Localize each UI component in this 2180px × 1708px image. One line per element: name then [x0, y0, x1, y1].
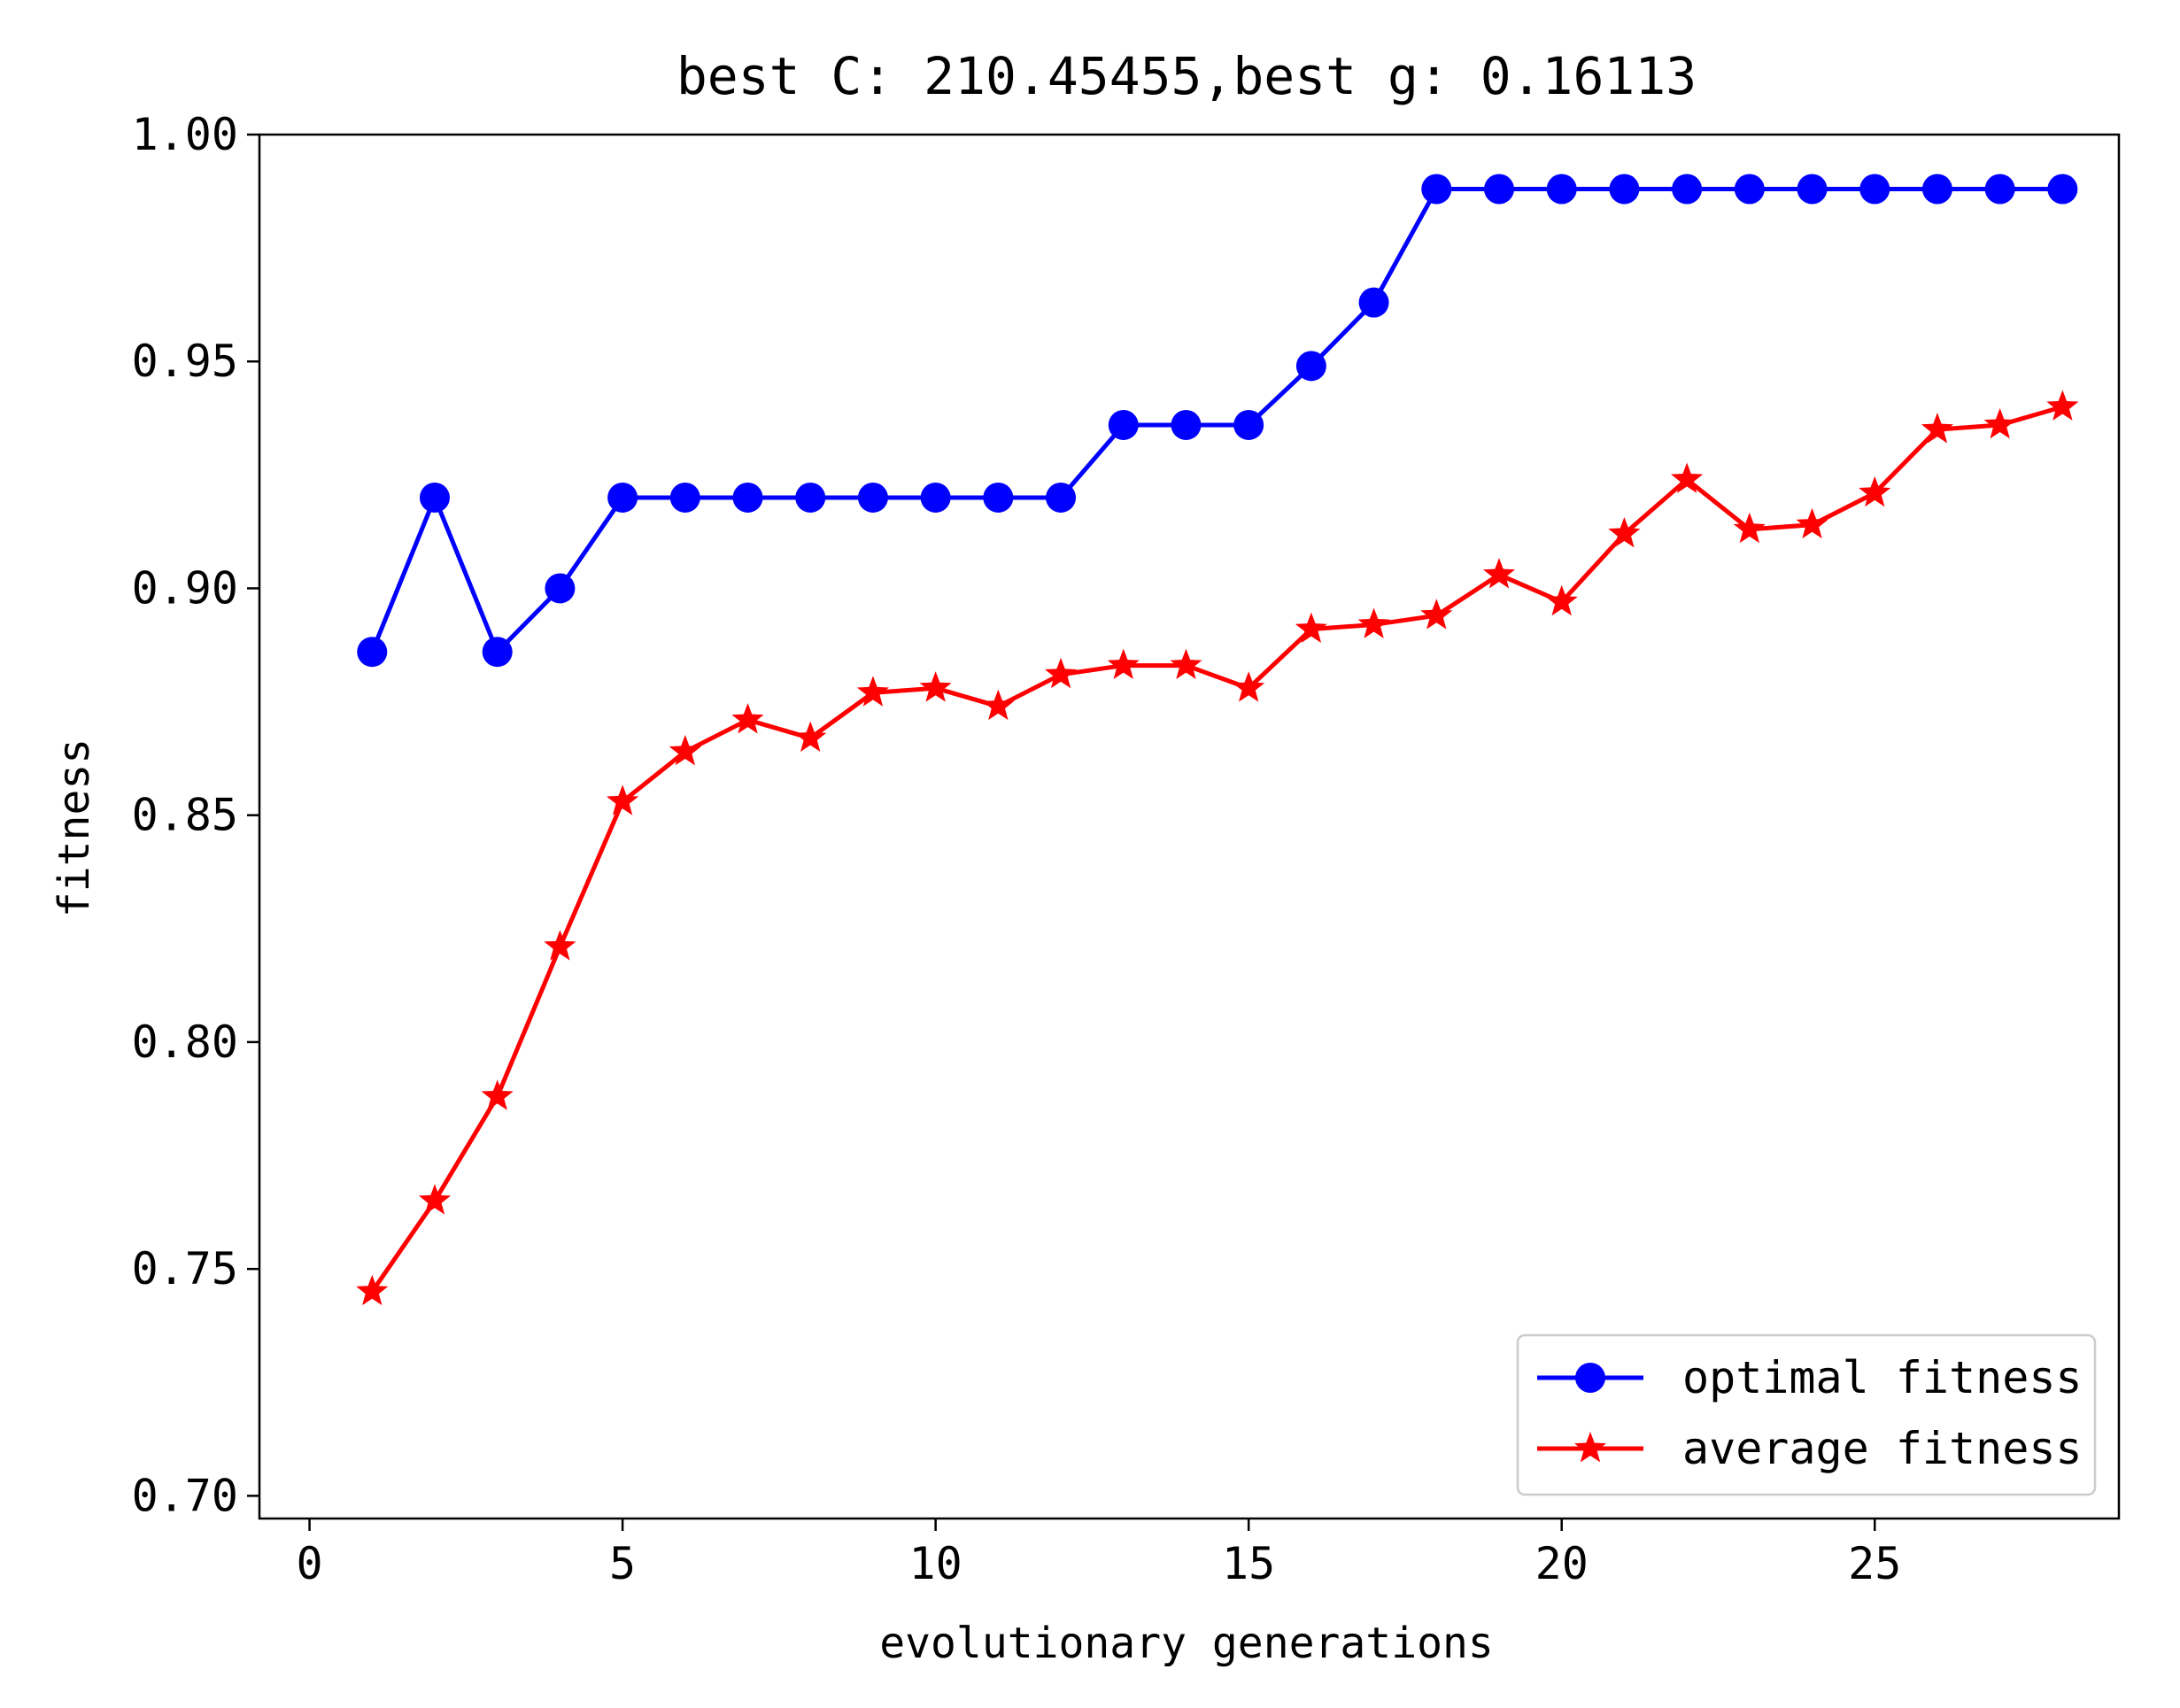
data-point [1484, 174, 1514, 205]
star-icon [1573, 1432, 1607, 1463]
data-point [1797, 174, 1828, 205]
data-point [545, 573, 576, 604]
series-line [369, 187, 2063, 654]
x-tick-label: 25 [1848, 1538, 1901, 1589]
series-average-fitness [356, 390, 2079, 1306]
data-point [1233, 409, 1264, 440]
data-point [607, 482, 638, 513]
x-axis-label: evolutionary generations [879, 1619, 1494, 1668]
data-point [669, 482, 700, 513]
series-line [370, 405, 2064, 1294]
data-point [1421, 174, 1452, 205]
data-point [1609, 174, 1640, 205]
data-point [357, 637, 388, 668]
legend: optimal fitness average fitness [1516, 1333, 2097, 1496]
data-point [1107, 648, 1140, 679]
data-point [1545, 584, 1578, 616]
legend-marker-optimal [1575, 1363, 1605, 1393]
data-point [732, 482, 763, 513]
x-tick-label: 15 [1222, 1538, 1275, 1589]
data-point [1672, 174, 1703, 205]
data-point [1233, 671, 1265, 702]
data-point [1984, 174, 2015, 205]
data-point [418, 1184, 452, 1215]
data-point [731, 703, 764, 734]
legend-label-optimal: optimal fitness [1682, 1352, 2083, 1403]
data-point [1357, 607, 1390, 638]
series-layer [356, 174, 2079, 1306]
data-point [1921, 174, 1952, 205]
data-point [795, 482, 826, 513]
y-tick-label: 0.70 [132, 1470, 238, 1521]
x-tick-label: 10 [909, 1538, 962, 1589]
data-point [1671, 462, 1704, 493]
data-point [1859, 174, 1890, 205]
data-point [1734, 174, 1765, 205]
y-axis: 0.70 0.75 0.80 0.85 0.90 0.95 1.00 [132, 109, 259, 1521]
data-point [356, 1274, 389, 1306]
data-point [1546, 174, 1577, 205]
data-point [419, 482, 450, 513]
data-point [2046, 390, 2079, 421]
legend-box [1516, 1333, 2097, 1496]
y-tick-label: 0.95 [132, 336, 238, 387]
axes-frame [258, 133, 2121, 1520]
data-point [607, 784, 639, 815]
data-point [482, 637, 513, 668]
y-tick-label: 0.85 [132, 790, 238, 841]
series-optimal-fitness [357, 174, 2078, 668]
data-point [481, 1079, 514, 1110]
plot-area [258, 133, 2121, 1520]
legend-marker-average [1573, 1432, 1607, 1463]
data-point [982, 689, 1015, 721]
data-point [1608, 516, 1641, 548]
x-tick-label: 20 [1535, 1538, 1589, 1589]
x-tick-label: 5 [609, 1538, 636, 1589]
data-point [1046, 482, 1077, 513]
y-tick-label: 1.00 [132, 109, 238, 160]
data-point [1108, 409, 1139, 440]
data-point [1295, 612, 1327, 643]
data-point [1796, 507, 1828, 539]
y-tick-label: 0.90 [132, 562, 238, 614]
data-point [1170, 648, 1202, 679]
data-point [1983, 407, 2016, 439]
data-point [2047, 174, 2078, 205]
data-point [1420, 599, 1453, 630]
data-point [1171, 409, 1202, 440]
y-tick-label: 0.75 [132, 1243, 238, 1295]
y-axis-label: fitness [50, 738, 99, 917]
data-point [1733, 512, 1766, 544]
data-point [794, 721, 827, 752]
data-point [983, 482, 1014, 513]
x-axis: 0 5 10 15 20 25 [297, 1519, 1901, 1589]
data-point [856, 676, 889, 707]
data-point [1859, 475, 1891, 507]
data-point [1358, 287, 1389, 318]
data-point [1482, 558, 1516, 589]
legend-label-average: average fitness [1682, 1423, 2083, 1474]
chart-title: best C: 210.45455,best g: 0.16113 [676, 46, 1697, 106]
data-point [544, 930, 576, 961]
y-tick-label: 0.80 [132, 1016, 238, 1068]
data-point [920, 482, 951, 513]
data-point [857, 482, 888, 513]
data-point [669, 734, 701, 766]
x-tick-label: 0 [297, 1538, 323, 1589]
data-point [1921, 413, 1954, 444]
data-point [919, 671, 952, 702]
data-point [1295, 351, 1326, 382]
data-point [1044, 657, 1078, 689]
